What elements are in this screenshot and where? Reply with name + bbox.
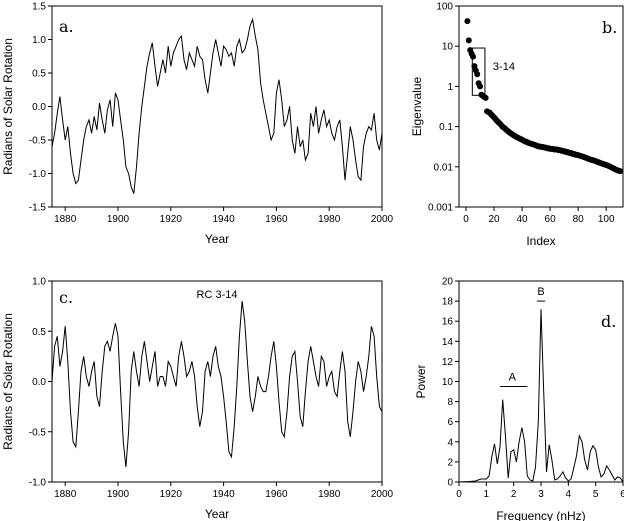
x-tick-label: 1900 [107,489,130,500]
y-tick-label: 14 [442,337,454,348]
y-tick-label: -0.5 [29,427,47,438]
plot-frame [458,5,624,208]
x-axis-label: Index [526,234,555,248]
data-point [474,71,481,78]
data-point [470,53,477,60]
y-tick-label: 0 [447,478,453,489]
x-tick-label: 3 [538,489,544,500]
series-annotation: RC 3-14 [197,289,238,301]
x-tick-label: 6 [620,489,624,500]
y-tick-label: 10 [442,377,454,388]
y-tick-label: -1.0 [29,478,47,489]
y-tick-label: 6 [447,417,453,428]
y-tick-label: -1.5 [29,203,47,214]
x-axis-label: Year [205,507,229,521]
y-tick-label: 10 [442,42,454,53]
y-tick-label: 1.0 [32,277,46,288]
chart-panel-1: 1880 1900 1920 1940 1960 1980 2000 -1.5 -1.0 -0.5… [1,2,394,247]
x-tick-label: 1880 [54,489,77,500]
y-tick-label: 12 [442,357,454,368]
x-tick-label: 4 [566,489,572,500]
peak-label: A [509,372,517,384]
y-tick-label: 0.1 [439,122,453,133]
x-tick-label: 20 [488,214,500,225]
box-annotation: 3-14 [493,61,515,73]
series-line [51,301,383,467]
data-point [482,94,489,101]
y-tick-label: 1.5 [32,2,46,13]
panel-label: d. [601,312,616,331]
y-tick-label: 0.01 [434,162,454,173]
x-tick-label: 1980 [318,489,341,500]
x-tick-label: 1900 [107,214,130,225]
selection-box [471,47,486,96]
y-tick-label: -1.0 [29,169,47,180]
x-tick-label: 1980 [318,214,341,225]
x-tick-label: 100 [598,214,615,225]
panel-label: a. [59,17,74,36]
data-point [617,168,624,175]
y-tick-label: 20 [442,277,454,288]
x-tick-label: 0 [463,214,469,225]
x-tick-label: 2000 [371,489,394,500]
y-tick-label: -0.5 [29,136,47,147]
y-tick-label: 0.0 [32,377,46,388]
data-point [465,37,472,44]
series-line [51,17,383,194]
y-tick-label: 0.5 [32,69,46,80]
y-tick-label: 1.0 [32,35,46,46]
x-tick-label: 1880 [54,214,77,225]
x-tick-label: 5 [593,489,599,500]
x-tick-label: 1940 [212,489,235,500]
y-axis-label: Eigenvalue [410,76,424,136]
data-point [464,18,471,25]
x-tick-label: 1 [484,489,490,500]
peak-label: B [537,286,544,298]
x-tick-label: 1920 [160,214,183,225]
x-tick-label: 40 [517,214,529,225]
x-tick-label: 1940 [212,214,235,225]
y-tick-label: 0.5 [32,327,46,338]
panel-label: b. [602,18,617,37]
chart-panel-3: 1880 1900 1920 1940 1960 1980 2000 -1.0 -0.5 0.0 0… [1,277,394,521]
y-axis-label: Radians of Solar Rotation [1,313,15,450]
y-tick-label: 16 [442,317,454,328]
y-tick-label: 0.001 [428,203,453,214]
x-tick-label: 0 [456,489,462,500]
panel-label: c. [59,288,73,307]
plot-frame [51,5,383,208]
x-tick-label: 80 [573,214,585,225]
y-tick-label: 0.0 [32,102,46,113]
y-tick-label: 4 [447,437,453,448]
x-tick-label: 1960 [265,214,288,225]
data-point [477,83,484,90]
x-axis-label: Frequency (nHz) [496,509,585,521]
y-tick-label: 8 [447,397,453,408]
x-tick-label: 1960 [265,489,288,500]
y-tick-label: 18 [442,297,454,308]
y-tick-label: 1 [447,82,453,93]
x-tick-label: 60 [545,214,557,225]
y-tick-label: 2 [447,457,453,468]
x-tick-label: 1920 [160,489,183,500]
chart-panel-2: 0 20 40 60 80 100 0.001 0.01 0.1 1 10 100 Index Eigen… [410,2,624,248]
y-tick-label: 100 [436,2,453,13]
x-tick-label: 2000 [371,214,394,225]
y-axis-label: Power [414,364,428,398]
x-axis-label: Year [205,232,229,246]
series-line [458,309,624,483]
y-axis-label: Radians of Solar Rotation [1,38,15,175]
x-tick-label: 2 [511,489,517,500]
